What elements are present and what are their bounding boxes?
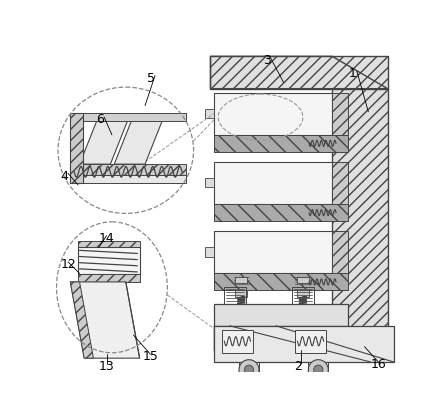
Text: 6: 6 xyxy=(97,113,105,126)
Text: 3: 3 xyxy=(263,54,271,67)
Bar xyxy=(214,326,394,362)
Bar xyxy=(332,231,348,273)
Bar xyxy=(205,109,214,118)
Bar xyxy=(70,175,186,183)
Text: 12: 12 xyxy=(60,258,76,271)
Text: 1: 1 xyxy=(349,67,357,80)
Bar xyxy=(214,92,332,135)
Bar xyxy=(214,273,348,291)
Bar xyxy=(308,362,328,377)
Bar xyxy=(295,330,326,353)
Bar xyxy=(297,291,309,296)
Polygon shape xyxy=(80,116,130,164)
Bar xyxy=(222,330,253,353)
Bar xyxy=(214,204,348,221)
Bar xyxy=(239,362,259,377)
Circle shape xyxy=(308,360,328,380)
Bar xyxy=(235,277,248,283)
Circle shape xyxy=(239,360,259,380)
Text: 16: 16 xyxy=(371,358,386,371)
Bar xyxy=(205,247,214,257)
Text: 2: 2 xyxy=(294,360,302,373)
Polygon shape xyxy=(214,326,388,350)
Bar xyxy=(214,304,348,326)
Bar xyxy=(297,277,309,283)
Bar xyxy=(332,92,348,135)
Polygon shape xyxy=(210,56,388,89)
Text: 14: 14 xyxy=(99,232,115,245)
Bar xyxy=(70,113,186,121)
Circle shape xyxy=(314,365,323,375)
Text: 13: 13 xyxy=(99,360,115,373)
Bar xyxy=(332,162,348,204)
Bar xyxy=(70,113,83,183)
Text: 5: 5 xyxy=(148,72,155,85)
Bar xyxy=(332,56,388,335)
Text: 15: 15 xyxy=(143,350,159,364)
Bar xyxy=(70,164,186,175)
Bar xyxy=(214,231,332,273)
Circle shape xyxy=(245,365,253,375)
Polygon shape xyxy=(70,282,93,358)
Bar xyxy=(78,274,140,282)
Bar xyxy=(224,287,246,304)
Bar xyxy=(214,162,332,204)
Text: 4: 4 xyxy=(60,170,68,183)
Bar xyxy=(205,178,214,187)
Bar xyxy=(292,287,314,304)
Bar xyxy=(78,247,140,274)
Polygon shape xyxy=(70,282,140,358)
Bar xyxy=(78,241,140,247)
Bar xyxy=(235,291,248,296)
Bar xyxy=(214,135,348,152)
Polygon shape xyxy=(114,116,164,164)
